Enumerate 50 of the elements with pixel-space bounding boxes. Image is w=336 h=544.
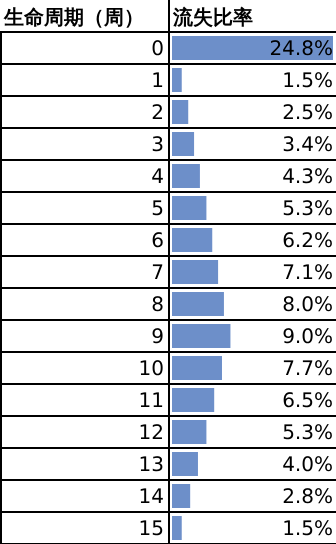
data-label: 9.0% [282, 324, 333, 348]
data-label: 5.3% [282, 420, 333, 444]
bar [172, 420, 206, 444]
y-tick-label: 0 [151, 36, 164, 60]
data-label: 3.4% [282, 132, 333, 156]
data-label: 2.5% [282, 100, 333, 124]
y-tick-label: 4 [151, 164, 164, 188]
data-label: 4.0% [282, 452, 333, 476]
bar [172, 100, 188, 124]
data-label: 1.5% [282, 68, 333, 92]
bar [172, 292, 224, 316]
data-label: 5.3% [282, 196, 333, 220]
bar [172, 452, 198, 476]
data-label: 24.8% [269, 36, 333, 60]
y-tick-label: 2 [151, 100, 164, 124]
y-tick-label: 3 [151, 132, 164, 156]
bar [172, 68, 182, 92]
bar [172, 196, 206, 220]
x-axis-title: 流失比率 [172, 5, 253, 29]
bar [172, 36, 333, 60]
data-label: 7.7% [282, 356, 333, 380]
bar [172, 132, 194, 156]
y-tick-label: 1 [151, 68, 164, 92]
bar [172, 228, 212, 252]
data-label: 8.0% [282, 292, 333, 316]
y-tick-label: 7 [151, 260, 164, 284]
bar [172, 260, 218, 284]
bar [172, 356, 222, 380]
y-tick-label: 5 [151, 196, 164, 220]
bar [172, 516, 182, 540]
y-tick-label: 10 [138, 356, 164, 380]
data-label: 7.1% [282, 260, 333, 284]
y-tick-label: 14 [138, 484, 164, 508]
y-tick-label: 6 [151, 228, 164, 252]
data-label: 4.3% [282, 164, 333, 188]
y-tick-label: 13 [138, 452, 164, 476]
y-tick-label: 15 [138, 516, 164, 540]
y-tick-label: 12 [138, 420, 164, 444]
data-label: 6.5% [282, 388, 333, 412]
data-label: 6.2% [282, 228, 333, 252]
data-label: 1.5% [282, 516, 333, 540]
y-tick-label: 9 [151, 324, 164, 348]
bar [172, 388, 214, 412]
y-axis-title: 生命周期（周） [3, 5, 144, 29]
data-label: 2.8% [282, 484, 333, 508]
y-tick-label: 8 [151, 292, 164, 316]
y-tick-label: 11 [138, 388, 164, 412]
bar [172, 484, 190, 508]
bar [172, 324, 230, 348]
bar [172, 164, 200, 188]
